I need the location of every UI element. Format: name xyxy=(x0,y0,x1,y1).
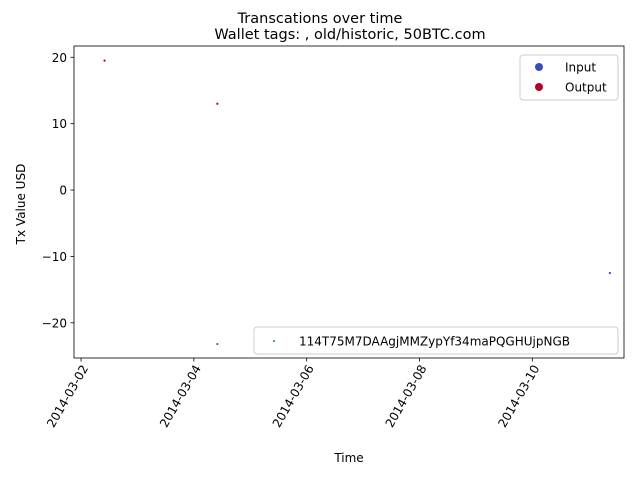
legend-marker xyxy=(273,340,275,342)
y-tick-label: −10 xyxy=(42,250,67,264)
data-point xyxy=(608,271,611,275)
y-tick-label: 0 xyxy=(59,184,67,198)
x-tick-label: 2014-03-06 xyxy=(270,363,317,430)
legend-label: 114T75M7DAAgjMMZypYf34maPQGHUjpNGB xyxy=(299,335,570,349)
data-point xyxy=(216,102,219,105)
x-tick-label: 2014-03-02 xyxy=(44,363,91,430)
x-tick-label: 2014-03-08 xyxy=(383,363,430,430)
data-point xyxy=(216,342,219,346)
plot-frame xyxy=(73,45,625,359)
x-tick-label: 2014-03-04 xyxy=(157,363,204,430)
legend-marker xyxy=(535,83,543,91)
legend-marker xyxy=(535,63,543,71)
y-tick-label: 10 xyxy=(52,117,67,131)
legend-label: Input xyxy=(565,61,596,75)
x-axis-label: Time xyxy=(333,451,363,465)
legend-label: Output xyxy=(565,81,607,95)
y-axis-label: Tx Value USD xyxy=(14,164,28,246)
y-tick-label: −20 xyxy=(42,316,67,330)
y-tick-label: 20 xyxy=(52,51,67,65)
legend-box xyxy=(519,54,619,101)
data-point xyxy=(103,59,106,62)
plot-area: 20 10 0 −10 −20 2014-03-02 2014-03-04 2014-03-0… xyxy=(42,45,625,430)
legend-box xyxy=(253,326,619,355)
x-tick-label: 2014-03-10 xyxy=(495,363,542,430)
chart-title: Transcations over time xyxy=(237,11,403,27)
chart-subtitle: Wallet tags: , old/historic, 50BTC.com xyxy=(214,27,485,43)
